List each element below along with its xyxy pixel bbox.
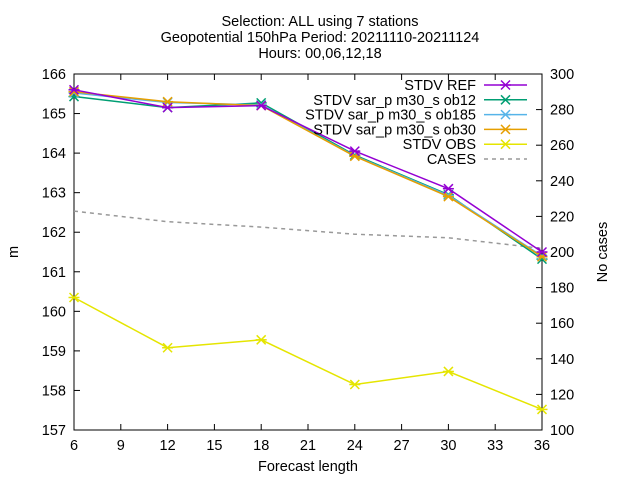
x-tick-label: 12 xyxy=(160,438,176,454)
series-layer xyxy=(68,84,548,415)
y2-tick-label: 160 xyxy=(550,316,574,332)
series-line xyxy=(73,296,543,411)
series-line xyxy=(73,89,543,253)
title-line-1: Selection: ALL using 7 stations xyxy=(222,14,419,30)
x-tick-label: 36 xyxy=(534,438,550,454)
series-4 xyxy=(68,292,548,415)
series-line xyxy=(73,210,543,250)
y-tick-label: 164 xyxy=(42,146,66,162)
x-axis-label: Forecast length xyxy=(258,459,358,475)
x-tick-label: 9 xyxy=(117,438,125,454)
y2-tick-label: 200 xyxy=(550,245,574,261)
legend-label: STDV REF xyxy=(404,78,476,94)
legend-label: STDV sar_p m30_s ob30 xyxy=(313,122,476,138)
x-tick-label: 18 xyxy=(253,438,269,454)
series-line xyxy=(73,91,543,258)
y2-tick-label: 220 xyxy=(550,209,574,225)
x-tick-label: 15 xyxy=(206,438,222,454)
y2-tick-label: 280 xyxy=(550,103,574,119)
x-tick-label: 27 xyxy=(394,438,410,454)
y-tick-label: 163 xyxy=(42,186,66,202)
legend-label: STDV OBS xyxy=(403,137,476,153)
x-tick-label: 6 xyxy=(70,438,78,454)
y2-tick-label: 180 xyxy=(550,281,574,297)
x-tick-label: 21 xyxy=(300,438,316,454)
y2-tick-label: 140 xyxy=(550,352,574,368)
y-tick-label: 157 xyxy=(42,423,66,439)
series-0 xyxy=(68,84,548,258)
chart-title: Selection: ALL using 7 stations Geopoten… xyxy=(161,14,480,62)
y2-tick-label: 120 xyxy=(550,387,574,403)
y-tick-label: 160 xyxy=(42,304,66,320)
y-tick-label: 165 xyxy=(42,107,66,123)
legend-label: STDV sar_p m30_s ob12 xyxy=(313,93,476,109)
legend-label: STDV sar_p m30_s ob185 xyxy=(305,108,476,124)
y-tick-label: 161 xyxy=(42,265,66,281)
y2-tick-label: 260 xyxy=(550,138,574,154)
y-tick-label: 166 xyxy=(42,67,66,83)
y-axis-label: m xyxy=(6,246,22,258)
title-line-3: Hours: 00,06,12,18 xyxy=(258,46,381,62)
y-axis-right: 100 120 140 160 180 200 220 240 260 280 300 xyxy=(536,67,574,439)
legend-label: CASES xyxy=(427,152,476,168)
x-tick-label: 24 xyxy=(347,438,363,454)
title-line-2: Geopotential 150hPa Period: 20211110-202… xyxy=(161,30,480,46)
x-tick-label: 30 xyxy=(440,438,456,454)
y2-axis-label: No cases xyxy=(595,222,611,282)
y-axis-left: 157 158 159 160 161 162 163 164 165 166 xyxy=(42,67,80,439)
y2-tick-label: 240 xyxy=(550,174,574,190)
x-tick-label: 33 xyxy=(487,438,503,454)
y-tick-label: 158 xyxy=(42,383,66,399)
y2-tick-label: 300 xyxy=(550,67,574,83)
y2-tick-label: 100 xyxy=(550,423,574,439)
y-tick-label: 159 xyxy=(42,344,66,360)
series-5 xyxy=(73,210,543,250)
y-tick-label: 162 xyxy=(42,225,66,241)
x-axis: 6 9 12 15 18 21 24 27 30 33 36 xyxy=(70,74,550,454)
